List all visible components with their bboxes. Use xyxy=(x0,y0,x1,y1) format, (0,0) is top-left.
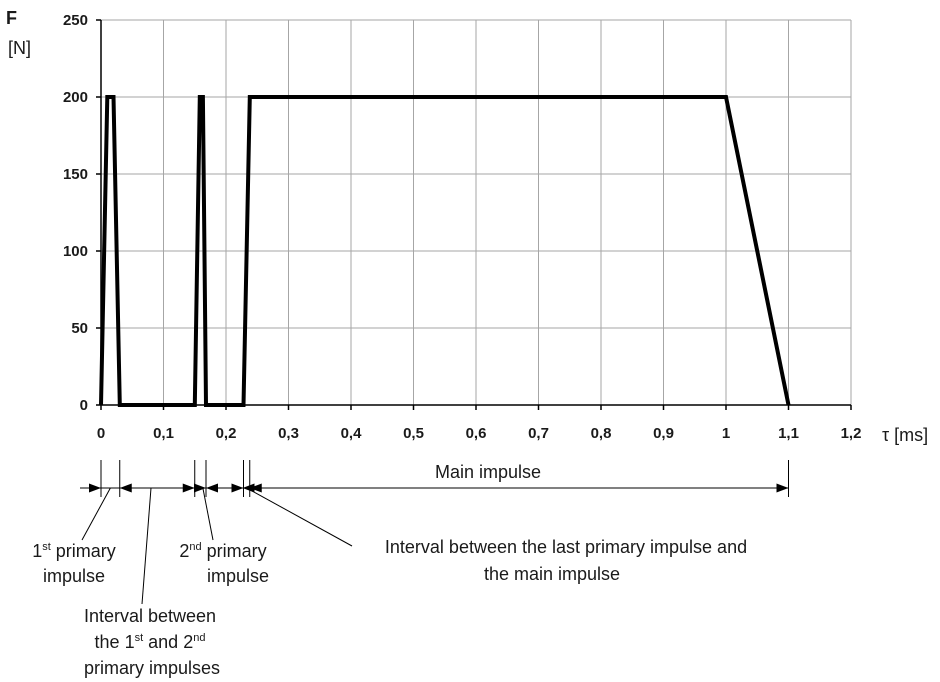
y-tick-label: 200 xyxy=(63,89,88,106)
y-tick-label: 250 xyxy=(63,12,88,29)
y-tick-label: 50 xyxy=(71,320,88,337)
leader-line xyxy=(246,487,353,547)
last-interval-label-line2: the main impulse xyxy=(484,564,620,584)
x-tick-label: 0,6 xyxy=(466,425,487,442)
first-impulse-label: 1st primary xyxy=(32,541,116,561)
x-tick-label: 0,5 xyxy=(403,425,424,442)
last-interval-label: Interval between the last primary impuls… xyxy=(385,537,747,557)
x-tick-label: 0,9 xyxy=(653,425,674,442)
second-impulse-label-line2: impulse xyxy=(207,566,269,586)
x-tick-label: 0,1 xyxy=(153,425,174,442)
arrow-head xyxy=(194,483,206,493)
x-tick-label: 0,7 xyxy=(528,425,549,442)
leader-line xyxy=(202,487,214,541)
x-tick-label: 1 xyxy=(722,425,730,442)
tick-labels: 0 0,1 0,2 0,3 0,4 0,5 0,6 0,7 0,8 0,9 1 1,1 1,2 0 50 10… xyxy=(63,12,861,442)
x-tick-label: 0,2 xyxy=(216,425,237,442)
arrow-head xyxy=(206,483,218,493)
x-tick-label: 0,4 xyxy=(341,425,363,442)
x-tick-label: 1,2 xyxy=(841,425,862,442)
first-impulse-label-line2: impulse xyxy=(43,566,105,586)
arrow-head xyxy=(119,483,132,493)
interval1-label-line3: primary impulses xyxy=(84,658,220,678)
y-axis-unit: [N] xyxy=(8,38,31,58)
arrow-head xyxy=(89,483,101,493)
y-tick-label: 150 xyxy=(63,166,88,183)
second-impulse-label: 2nd primary xyxy=(179,541,266,561)
force-series-line xyxy=(99,95,791,407)
axes xyxy=(96,19,852,410)
grid xyxy=(101,19,852,405)
leader-line xyxy=(81,487,111,541)
dimension-lines xyxy=(80,460,789,605)
series-group xyxy=(99,95,791,407)
leader-line xyxy=(141,487,152,605)
x-tick-label: 1,1 xyxy=(778,425,799,442)
y-axis-symbol: F xyxy=(6,8,17,28)
y-tick-label: 100 xyxy=(63,243,88,260)
x-axis-label: τ [ms] xyxy=(882,425,928,445)
x-tick-label: 0,3 xyxy=(278,425,299,442)
arrow-head xyxy=(182,483,195,493)
main-impulse-label: Main impulse xyxy=(435,462,541,482)
arrow-head xyxy=(776,483,789,493)
y-tick-label: 0 xyxy=(80,397,88,414)
arrow-head xyxy=(249,483,262,493)
x-tick-label: 0 xyxy=(97,425,105,442)
x-tick-label: 0,8 xyxy=(591,425,612,442)
interval1-label-line1: Interval between xyxy=(84,606,216,626)
interval1-label-line2: the 1st and 2nd xyxy=(95,632,206,652)
arrow-head xyxy=(231,483,244,493)
